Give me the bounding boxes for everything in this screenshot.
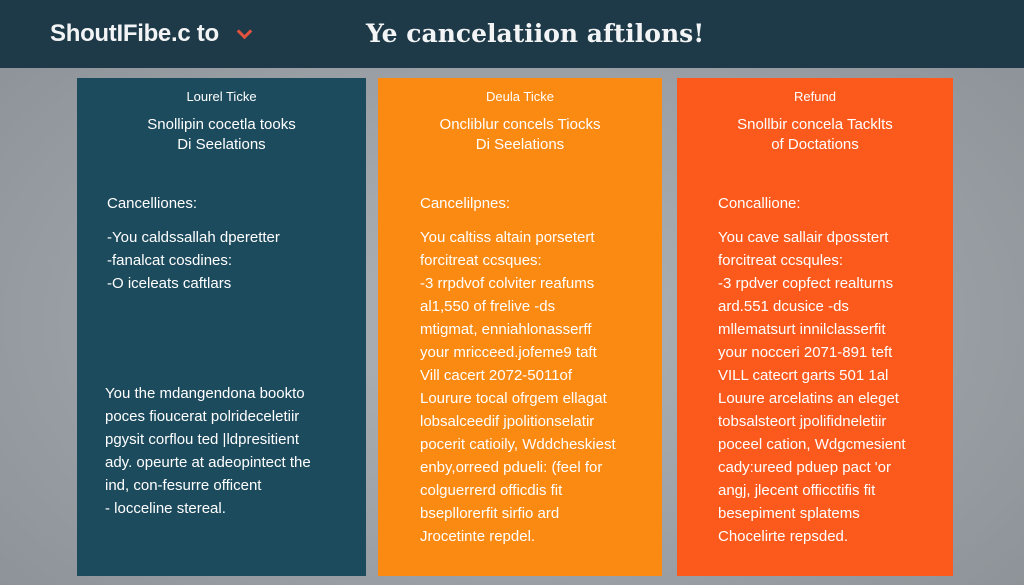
chevron-down-icon bbox=[236, 23, 253, 39]
list-item: lobsalceedif jpolitionselatir bbox=[420, 413, 595, 430]
panel-subtitle-line: Snollipin cocetla tooks bbox=[147, 116, 296, 133]
list-item: pgysit corflou ted |ldpresitient bbox=[105, 431, 299, 448]
section-lines: -You caldssallah dperetter -fanalcat cos… bbox=[107, 226, 280, 295]
panel-subtitle-line: Di Seelations bbox=[177, 136, 266, 153]
list-item: mtigmat, enniahlonasserff bbox=[420, 321, 592, 338]
list-item: -3 rpdver copfect realturns bbox=[718, 275, 894, 292]
ticket-panel-deula[interactable]: Deula Ticke Oncliblur concels Tiocks Di … bbox=[378, 78, 662, 576]
list-item: Chocelirte repsded. bbox=[718, 528, 849, 545]
section-heading: Concallione: bbox=[718, 195, 801, 212]
list-item: You caltiss altain porsetert bbox=[420, 229, 595, 246]
list-item: mllematsurt innilclasserfit bbox=[718, 321, 886, 338]
panel-label: Refund bbox=[794, 89, 836, 104]
list-item: ind, con-fesurre officent bbox=[105, 477, 262, 494]
list-item: enby,orreed pdueli: (feel for bbox=[420, 459, 603, 476]
list-item: -O iceleats caftlars bbox=[107, 275, 232, 292]
section-heading: Cancelilpnes: bbox=[420, 195, 511, 212]
list-item: Lourure tocal ofrgem ellagat bbox=[420, 390, 607, 407]
ticket-panel-refund[interactable]: Refund Snollbir concela Tacklts of Docta… bbox=[677, 78, 953, 576]
list-item: pocerit catioily, Wddcheskiest bbox=[420, 436, 616, 453]
top-bar: ShoutIFibe.c to Ye cancelatiion aftilons… bbox=[0, 0, 1024, 68]
list-item: -You caldssallah dperetter bbox=[107, 229, 280, 246]
list-item: forcitreat ccsqules: bbox=[718, 252, 844, 269]
list-item: You cave sallair dposstert bbox=[718, 229, 889, 246]
list-item: poceel cation, Wdgcmesient bbox=[718, 436, 906, 453]
brand-dropdown[interactable]: ShoutIFibe.c to bbox=[50, 20, 253, 48]
list-item: ard.551 dcusice -ds bbox=[718, 298, 849, 315]
list-item: -3 rrpdvof colviter reafums bbox=[420, 275, 595, 292]
section-lines: You caltiss altain porsetert forcitreat … bbox=[420, 226, 616, 548]
panel-subtitle-line: of Doctations bbox=[771, 136, 859, 153]
list-item: VILL catecrt garts 501 1al bbox=[718, 367, 889, 384]
panel-subtitle: Snollipin cocetla tooks Di Seelations bbox=[77, 115, 366, 155]
list-item: your nocceri 2071-891 teft bbox=[718, 344, 893, 361]
list-item: cady:ureed pduep pact 'or bbox=[718, 459, 891, 476]
panel-subtitle-line: Di Seelations bbox=[475, 136, 565, 153]
panel-description: You the mdangendona bookto poces fioucer… bbox=[105, 382, 311, 520]
list-item: Jrocetinte repdel. bbox=[420, 528, 536, 545]
panel-subtitle: Snollbir concela Tacklts of Doctations bbox=[677, 115, 953, 155]
brand-name: ShoutIFibe.c to bbox=[50, 20, 219, 47]
list-item: angj, jlecent officctifis fit bbox=[718, 482, 876, 499]
list-item: your mricceed.jofeme9 taft bbox=[420, 344, 597, 361]
list-item: -fanalcat cosdines: bbox=[107, 252, 233, 269]
list-item: You the mdangendona bookto bbox=[105, 385, 305, 402]
panel-label: Lourel Ticke bbox=[186, 89, 257, 104]
panel-subtitle-line: Oncliblur concels Tiocks bbox=[439, 116, 601, 133]
page-headline: Ye cancelatiion aftilons! bbox=[366, 19, 705, 48]
list-item: bsepllorerfit sirfio ard bbox=[420, 505, 560, 522]
section-lines: You cave sallair dposstert forcitreat cc… bbox=[718, 226, 906, 548]
list-item: colguerrerd officdis fit bbox=[420, 482, 563, 499]
list-item: Louure arcelatins an eleget bbox=[718, 390, 899, 407]
panel-subtitle: Oncliblur concels Tiocks Di Seelations bbox=[378, 115, 662, 155]
section-heading: Cancelliones: bbox=[107, 195, 198, 212]
list-item: poces fioucerat polrideceletiir bbox=[105, 408, 300, 425]
list-item: al1,550 of frelive -ds bbox=[420, 298, 556, 315]
list-item: forcitreat ccsques: bbox=[420, 252, 542, 269]
list-item: - locceline stereal. bbox=[105, 500, 226, 517]
panel-label: Deula Ticke bbox=[486, 89, 554, 104]
list-item: Vill cacert 2072-5011of bbox=[420, 367, 573, 384]
list-item: tobsalsteort jpolifidneletiir bbox=[718, 413, 887, 430]
list-item: ady. opeurte at adeopintect the bbox=[105, 454, 311, 471]
panel-subtitle-line: Snollbir concela Tacklts bbox=[737, 116, 893, 133]
ticket-panel-lourel[interactable]: Lourel Ticke Snollipin cocetla tooks Di … bbox=[77, 78, 366, 576]
list-item: besepiment splatems bbox=[718, 505, 860, 522]
